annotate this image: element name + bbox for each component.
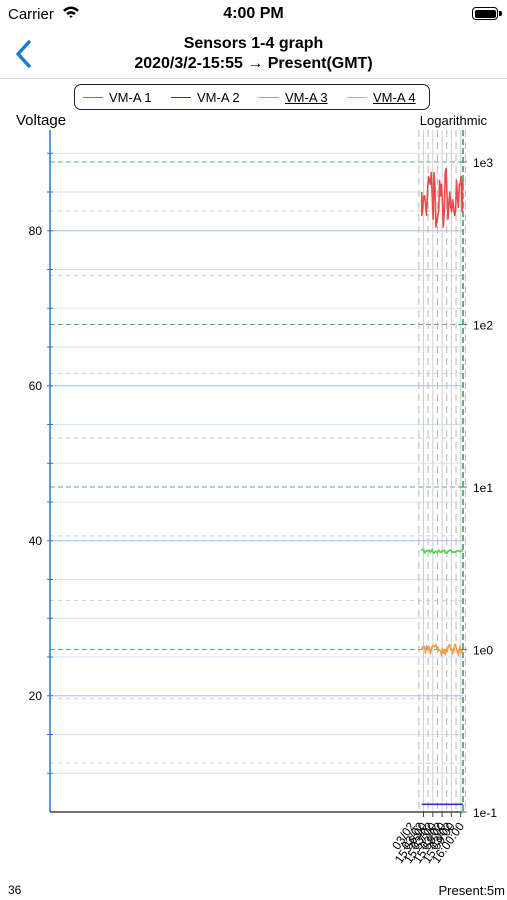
y-tick-label-left: 20 <box>29 689 43 703</box>
legend-label: VM-A 4 <box>373 89 416 105</box>
status-bar: Carrier 4:00 PM <box>0 0 507 30</box>
y-tick-label-right: 1e1 <box>473 481 493 495</box>
legend-label: VM-A 1 <box>109 89 152 105</box>
y-axis-left-title: Voltage <box>16 112 67 129</box>
legend-item-vm-a4[interactable]: VM-A 4 <box>347 88 416 106</box>
y-axis-right-title: Logarithmic <box>419 113 487 128</box>
legend-item-vm-a3[interactable]: VM-A 3 <box>259 88 328 106</box>
series-line-vm-a-4 <box>420 643 464 657</box>
legend-item-vm-a1[interactable]: VM-A 1 <box>83 88 152 106</box>
status-time: 4:00 PM <box>223 5 284 22</box>
legend-label: VM-A 3 <box>285 89 328 105</box>
legend-swatch <box>171 96 191 98</box>
chart-legend: VM-A 1 VM-A 2 VM-A 3 VM-A 4 <box>74 84 430 110</box>
time-range-label[interactable]: Present:5m <box>438 883 505 898</box>
carrier-label: Carrier <box>8 6 54 23</box>
series-line-vm-a-1 <box>420 168 464 228</box>
y-tick-label-right: 1e2 <box>473 319 493 333</box>
y-tick-label-left: 40 <box>29 534 43 548</box>
y-tick-label-left: 80 <box>29 224 43 238</box>
series-line-vm-a-3 <box>420 548 463 555</box>
back-button[interactable] <box>10 38 40 70</box>
y-tick-label-left: 60 <box>29 379 43 393</box>
legend-label: VM-A 2 <box>197 89 240 105</box>
y-tick-label-right: 1e0 <box>473 644 493 658</box>
y-tick-label-right: 1e3 <box>473 156 493 170</box>
page-title-line2: 2020/3/2-15:55 → Present(GMT) <box>134 55 373 72</box>
page-title-line1: Sensors 1-4 graph <box>183 35 324 52</box>
legend-swatch <box>347 96 367 98</box>
legend-item-vm-a2[interactable]: VM-A 2 <box>171 88 240 106</box>
chevron-left-icon <box>16 40 31 68</box>
navigation-bar: Sensors 1-4 graph 2020/3/2-15:55 → Prese… <box>0 30 507 79</box>
page-title: Sensors 1-4 graph 2020/3/2-15:55 → Prese… <box>60 34 447 74</box>
point-count: 36 <box>8 883 22 897</box>
legend-swatch <box>259 96 279 98</box>
y-tick-label-right: 1e-1 <box>473 806 497 820</box>
wifi-icon <box>62 5 80 24</box>
battery-icon <box>472 7 502 20</box>
legend-swatch <box>83 96 103 98</box>
